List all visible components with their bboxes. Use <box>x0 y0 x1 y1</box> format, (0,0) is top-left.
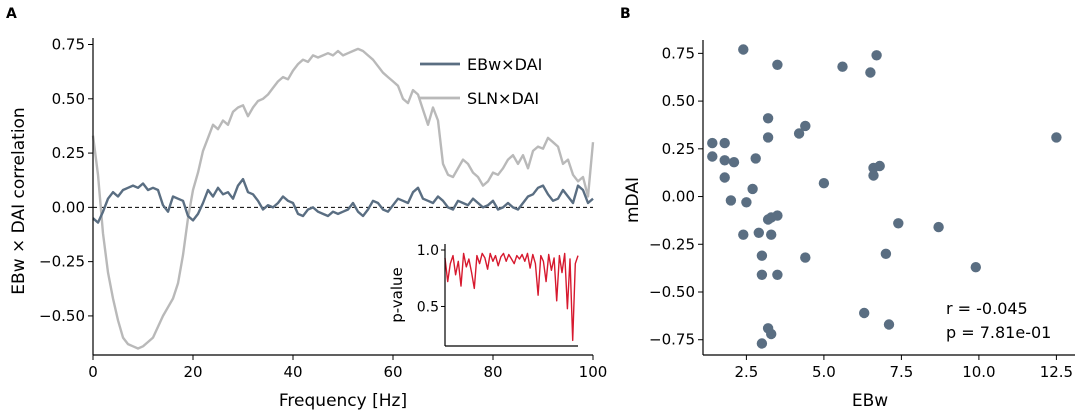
scatter-point <box>868 170 879 181</box>
scatter-point <box>883 319 895 330</box>
scatter-point <box>707 137 718 149</box>
scatter-point <box>800 120 811 132</box>
scatter-point <box>933 221 944 233</box>
scatter-point <box>970 262 981 273</box>
scatter-point <box>793 128 805 139</box>
y-tick-label: 0.25 <box>52 144 85 162</box>
scatter-point <box>800 252 811 263</box>
panel-a-x-ticks: 0 20 40 60 80 100 <box>88 355 607 381</box>
scatter-point <box>837 61 848 72</box>
scatter-point <box>874 160 885 172</box>
scatter-point <box>756 338 768 349</box>
legend-label-ebw: EBw×DAI <box>467 55 542 74</box>
scatter-point <box>719 137 730 149</box>
x-tick-label: 7.5 <box>889 363 913 381</box>
y-tick-label: 0.75 <box>52 36 85 54</box>
panel-b-x-label: EBw <box>852 391 888 411</box>
scatter-point <box>756 269 768 280</box>
x-tick-label: 2.5 <box>734 363 758 381</box>
y-tick-label: −0.25 <box>649 235 695 253</box>
scatter-point <box>756 250 768 261</box>
panel-a-legend: EBw×DAI SLN×DAI <box>420 55 542 108</box>
scatter-point <box>753 227 764 238</box>
legend-label-sln: SLN×DAI <box>467 89 539 108</box>
scatter-point <box>738 44 749 55</box>
scatter-point <box>766 328 777 340</box>
scatter-point <box>738 229 749 240</box>
series-line-sln-dai <box>91 47 595 350</box>
scatter-point <box>719 172 730 183</box>
p-value-line <box>444 252 579 342</box>
panel-b-y-ticks: −0.75 −0.50 −0.25 0.00 0.25 0.50 0.75 <box>649 44 703 349</box>
x-tick-label: 12.5 <box>1040 363 1073 381</box>
inset-marks <box>444 244 579 346</box>
scatter-point <box>707 151 718 162</box>
scatter-point <box>772 59 783 70</box>
panel-a-marks <box>91 47 595 350</box>
scatter-point <box>750 153 761 164</box>
x-tick-label: 60 <box>383 363 402 381</box>
scatter-point <box>859 307 870 319</box>
panel-a-x-label: Frequency [Hz] <box>279 391 407 411</box>
scatter-point <box>762 113 774 124</box>
y-tick-label: 0.50 <box>52 90 85 108</box>
inset-y-tick-label: 0.5 <box>417 299 439 315</box>
y-tick-label: −0.50 <box>649 283 695 301</box>
scatter-point <box>772 269 783 280</box>
scatter-point <box>719 155 730 166</box>
scatter-point <box>728 157 740 168</box>
x-tick-label: 100 <box>579 363 608 381</box>
panel-b-letter: B <box>620 6 631 22</box>
y-tick-label: −0.25 <box>39 253 85 271</box>
inset-y-label: p-value <box>388 267 406 323</box>
correlation-p-text: p = 7.81e-01 <box>946 323 1051 342</box>
panel-a-y-ticks: −0.50 −0.25 0.00 0.25 0.50 0.75 <box>39 36 93 325</box>
x-tick-label: 40 <box>283 363 302 381</box>
x-tick-label: 0 <box>88 363 98 381</box>
scatter-point <box>762 214 774 225</box>
scatter-point <box>766 229 777 240</box>
panel-b-scatter-chart: 2.5 5.0 7.5 10.0 12.5 −0.75 −0.50 −0.25 0.00 0.2… <box>623 40 1075 411</box>
p-value-inset: 0.5 1.0 p-value <box>388 243 579 347</box>
x-tick-label: 10.0 <box>962 363 995 381</box>
inset-y-tick-label: 1.0 <box>417 243 439 259</box>
scatter-point <box>741 197 752 208</box>
y-tick-label: 0.75 <box>662 44 695 62</box>
panel-b-y-label: mDAI <box>623 177 643 223</box>
scatter-point <box>1051 132 1062 143</box>
panel-b-marks <box>707 44 1062 349</box>
scatter-point <box>880 248 892 259</box>
y-tick-label: 0.25 <box>662 140 695 158</box>
series-line-ebw-dai <box>92 177 594 224</box>
scatter-point <box>818 178 830 189</box>
panel-a-letter: A <box>6 6 17 22</box>
y-tick-label: −0.75 <box>649 331 695 349</box>
y-tick-label: −0.50 <box>39 307 85 325</box>
correlation-r-text: r = -0.045 <box>946 299 1028 318</box>
scatter-point <box>747 183 758 195</box>
scatter-point <box>725 195 737 206</box>
scatter-point <box>871 50 882 61</box>
scatter-point <box>762 132 774 143</box>
y-tick-label: 0.50 <box>662 92 695 110</box>
y-tick-label: 0.00 <box>662 188 695 206</box>
panel-a-line-chart: 0 20 40 60 80 100 −0.50−0.250.000.250.500.75 … <box>9 36 607 411</box>
y-tick-label: 0.00 <box>52 198 85 216</box>
scatter-point <box>893 218 904 229</box>
panel-a-y-label: EBw × DAI correlation <box>9 107 29 294</box>
panel-b-x-ticks: 2.5 5.0 7.5 10.0 12.5 <box>734 355 1073 381</box>
x-tick-label: 5.0 <box>812 363 836 381</box>
scatter-point <box>865 67 876 78</box>
x-tick-label: 80 <box>483 363 502 381</box>
x-tick-label: 20 <box>183 363 202 381</box>
inset-y-ticks: 0.5 1.0 <box>417 243 445 315</box>
